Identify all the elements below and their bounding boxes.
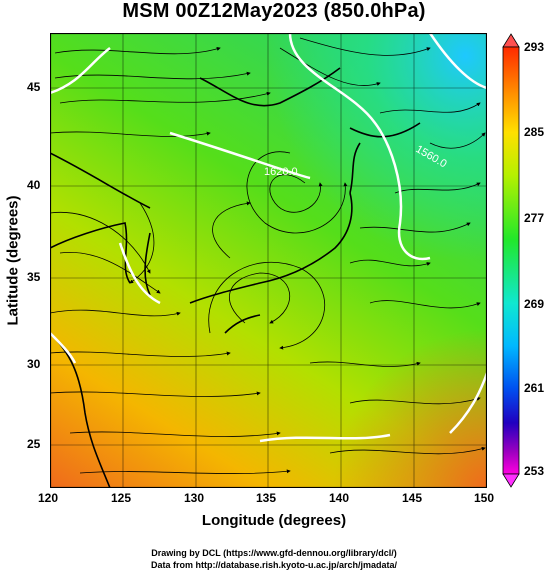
x-tick-150: 150 [474,491,495,505]
plot-frame [50,33,487,488]
x-tick-140: 140 [329,491,350,505]
y-tick-40: 40 [27,178,41,192]
cbar-tick-277: 277 [524,211,545,225]
cbar-tick-253: 253 [524,464,545,478]
wind-streamlines [50,37,486,474]
y-tick-30: 30 [27,357,41,371]
x-tick-145: 145 [402,491,423,505]
y-axis-label: Latitude (degrees) [4,195,22,326]
coastlines [50,67,421,488]
chart-title: MSM 00Z12May2023 (850.0hPa) [122,0,426,22]
credit-data: Data from http://database.rish.kyoto-u.a… [150,560,398,570]
colorbar-up-arrow-icon [502,33,520,48]
warm-air-region [50,33,487,488]
x-tick-135: 135 [256,491,277,505]
height-contours [50,33,487,443]
colorbar [502,33,520,488]
y-tick-45: 45 [27,80,41,94]
colorbar-down-arrow-icon [502,473,520,488]
cbar-tick-285: 285 [524,125,545,139]
y-tick-35: 35 [27,270,41,284]
contour-label-1620: 1620.0 [264,166,298,178]
credit-drawing: Drawing by DCL (https://www.gfd-dennou.o… [151,548,397,558]
x-axis-label: Longitude (degrees) [201,512,347,529]
x-tick-125: 125 [111,491,132,505]
cbar-tick-261: 261 [524,381,545,395]
map-plot: 1620.0 1560.0 [50,33,487,488]
grid-lines [50,33,487,488]
colorbar-scale [502,46,520,475]
cbar-tick-293: 293 [524,40,545,54]
cbar-tick-269: 269 [524,297,545,311]
x-tick-130: 130 [184,491,205,505]
x-tick-120: 120 [38,491,59,505]
y-tick-25: 25 [27,437,41,451]
